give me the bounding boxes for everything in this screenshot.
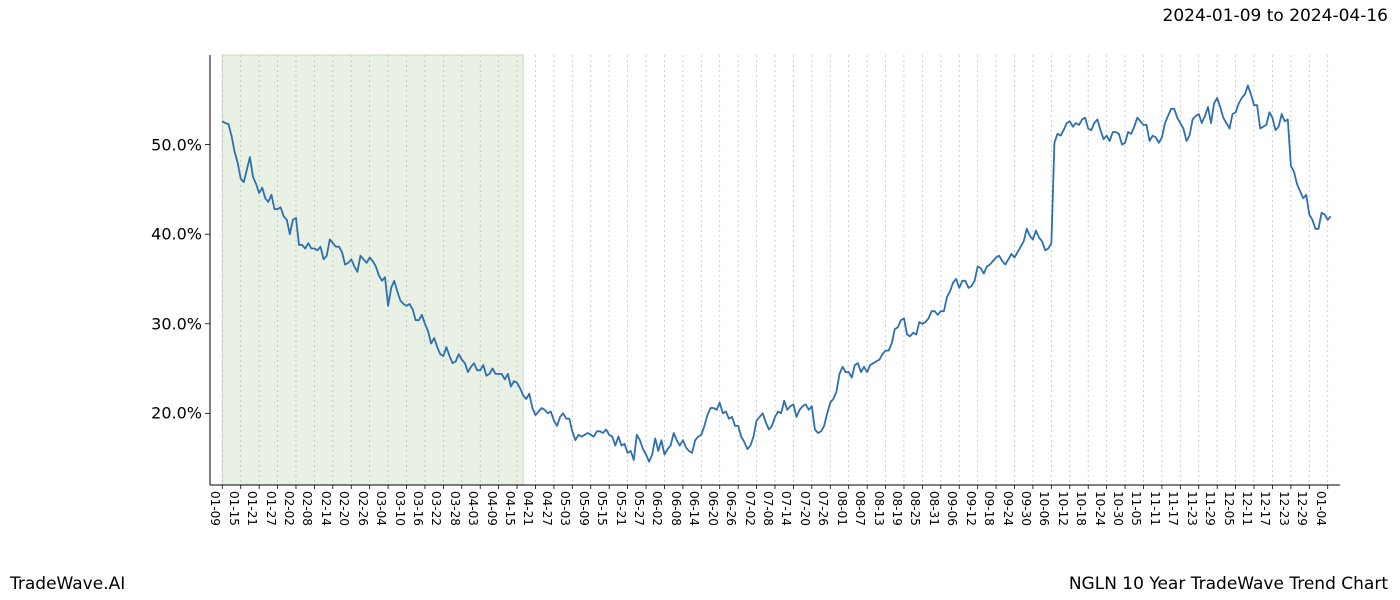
x-tick-label: 12-17 [1258,491,1272,526]
x-tick-label: 02-14 [319,491,333,526]
y-tick-label: 50.0% [151,135,210,154]
x-tick-label: 04-03 [466,491,480,526]
x-tick-label: 10-30 [1111,491,1125,526]
x-tick-label: 09-24 [1001,491,1015,526]
x-tick-label: 05-27 [632,491,646,526]
x-tick-label: 04-15 [503,491,517,526]
x-tick-label: 03-10 [393,491,407,526]
y-tick-label: 30.0% [151,314,210,333]
x-tick-label: 01-09 [208,491,222,526]
x-tick-label: 02-26 [356,491,370,526]
x-tick-label: 04-27 [540,491,554,526]
y-tick-label: 40.0% [151,225,210,244]
x-tick-label: 06-14 [687,491,701,526]
x-tick-label: 02-02 [282,491,296,526]
x-tick-label: 01-04 [1314,491,1328,526]
y-tick-label: 20.0% [151,404,210,423]
x-tick-label: 05-03 [558,491,572,526]
x-tick-label: 12-11 [1240,491,1254,526]
x-tick-label: 06-20 [706,491,720,526]
x-tick-label: 10-12 [1056,491,1070,526]
highlight-band [222,55,523,485]
footer-brand: TradeWave.AI [10,574,125,594]
x-tick-label: 08-13 [872,491,886,526]
x-tick-label: 07-26 [816,491,830,526]
x-tick-label: 07-02 [743,491,757,526]
x-tick-label: 05-15 [595,491,609,526]
x-tick-label: 08-25 [908,491,922,526]
date-range-label: 2024-01-09 to 2024-04-16 [1163,6,1388,26]
x-tick-label: 07-08 [761,491,775,526]
x-tick-label: 03-22 [429,491,443,526]
chart-container: 2024-01-09 to 2024-04-16 TradeWave.AI NG… [0,0,1400,600]
x-tick-label: 08-31 [927,491,941,526]
x-tick-label: 08-07 [853,491,867,526]
x-tick-label: 08-19 [890,491,904,526]
footer-title: NGLN 10 Year TradeWave Trend Chart [1069,574,1388,594]
x-tick-label: 11-11 [1148,491,1162,526]
x-tick-label: 09-06 [945,491,959,526]
x-tick-label: 09-18 [982,491,996,526]
x-tick-label: 03-28 [448,491,462,526]
x-tick-label: 02-08 [300,491,314,526]
x-tick-label: 09-30 [1019,491,1033,526]
x-tick-label: 02-20 [337,491,351,526]
x-tick-label: 11-29 [1203,491,1217,526]
x-tick-label: 10-24 [1093,491,1107,526]
x-tick-label: 05-09 [577,491,591,526]
x-tick-label: 07-14 [779,491,793,526]
x-tick-label: 11-05 [1129,491,1143,526]
x-tick-label: 01-21 [245,491,259,526]
x-tick-label: 04-09 [485,491,499,526]
x-tick-label: 10-18 [1074,491,1088,526]
x-tick-label: 01-15 [227,491,241,526]
x-tick-label: 12-29 [1295,491,1309,526]
x-tick-label: 06-02 [650,491,664,526]
x-tick-label: 01-27 [264,491,278,526]
x-tick-label: 07-20 [798,491,812,526]
x-tick-label: 10-06 [1037,491,1051,526]
x-tick-label: 03-16 [411,491,425,526]
x-tick-label: 03-04 [374,491,388,526]
x-tick-label: 12-23 [1277,491,1291,526]
x-tick-label: 09-12 [964,491,978,526]
x-tick-label: 12-05 [1222,491,1236,526]
chart-svg [210,55,1340,485]
x-tick-label: 11-23 [1185,491,1199,526]
x-tick-label: 08-01 [835,491,849,526]
x-tick-label: 05-21 [614,491,628,526]
x-tick-label: 06-08 [669,491,683,526]
chart-plot-area: 01-0901-1501-2101-2702-0202-0802-1402-20… [210,55,1340,485]
x-tick-label: 11-17 [1166,491,1180,526]
x-tick-label: 06-26 [724,491,738,526]
x-tick-label: 04-21 [521,491,535,526]
